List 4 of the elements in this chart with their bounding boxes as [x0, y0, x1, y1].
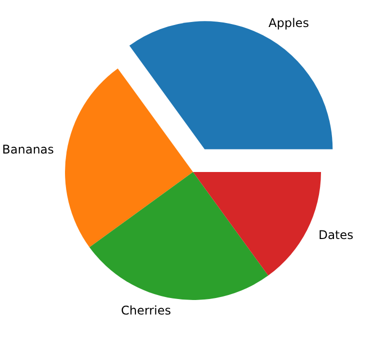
slice-label: Apples [268, 16, 309, 30]
slice-label: Dates [318, 228, 354, 242]
slice-label: Bananas [2, 142, 54, 156]
slice-label: Cherries [120, 303, 171, 318]
